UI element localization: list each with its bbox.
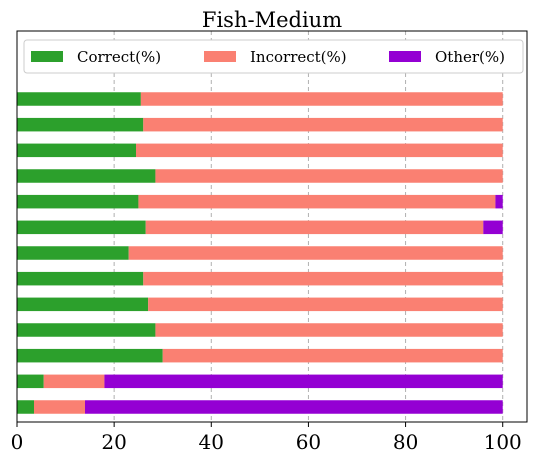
x-tick-label: 60 bbox=[296, 430, 321, 454]
bar-segment-incorrect bbox=[143, 271, 503, 286]
bar-segment-correct bbox=[17, 246, 129, 260]
x-tick-label: 0 bbox=[11, 430, 24, 454]
bar-segment-incorrect bbox=[148, 297, 503, 312]
bar-segment-incorrect bbox=[128, 246, 503, 260]
bar-segment-correct bbox=[17, 194, 139, 209]
bar-segment-incorrect bbox=[138, 194, 496, 209]
legend-swatch bbox=[31, 51, 63, 62]
bar-segment-incorrect bbox=[34, 400, 85, 414]
bar-segment-other bbox=[495, 194, 503, 209]
x-tick-label: 20 bbox=[101, 430, 126, 454]
bar-segment-correct bbox=[17, 92, 141, 106]
bar-segment-correct bbox=[17, 348, 163, 363]
bar-segment-correct bbox=[17, 220, 146, 235]
bar-segment-correct bbox=[17, 297, 149, 312]
legend: Correct(%) Incorrect(%) Other(%) bbox=[23, 39, 524, 74]
x-tick-label: 80 bbox=[393, 430, 418, 454]
bar-segment-correct bbox=[17, 117, 144, 132]
legend-swatch bbox=[389, 51, 421, 62]
bar-segment-incorrect bbox=[155, 169, 503, 183]
chart-title: Fish-Medium bbox=[202, 8, 342, 32]
legend-box bbox=[23, 39, 524, 74]
legend-label: Correct(%) bbox=[77, 48, 161, 66]
bar-segment-incorrect bbox=[136, 143, 503, 158]
x-tick-label: 40 bbox=[199, 430, 224, 454]
bar-segment-incorrect bbox=[162, 348, 503, 363]
bar-segment-incorrect bbox=[155, 323, 503, 337]
legend-swatch bbox=[204, 51, 236, 62]
bar-segment-incorrect bbox=[145, 220, 484, 235]
legend-label: Other(%) bbox=[435, 48, 505, 66]
bar-segment-correct bbox=[17, 143, 136, 158]
x-axis-ticks: 0 20 40 60 80 100 bbox=[11, 422, 522, 454]
bar-segment-correct bbox=[17, 374, 44, 389]
x-tick-label: 100 bbox=[484, 430, 522, 454]
legend-label: Incorrect(%) bbox=[250, 48, 347, 66]
bar-segment-correct bbox=[17, 271, 144, 286]
bar-segment-incorrect bbox=[43, 374, 105, 389]
bar-segment-other bbox=[104, 374, 503, 389]
bar-segment-correct bbox=[17, 400, 34, 414]
bars bbox=[17, 92, 503, 414]
bar-segment-incorrect bbox=[143, 117, 503, 132]
bar-segment-incorrect bbox=[140, 92, 503, 106]
bar-segment-correct bbox=[17, 323, 156, 337]
bar-segment-correct bbox=[17, 169, 156, 183]
plot-frame bbox=[16, 30, 528, 423]
bar-segment-other bbox=[483, 220, 503, 235]
bar-segment-other bbox=[85, 400, 503, 414]
